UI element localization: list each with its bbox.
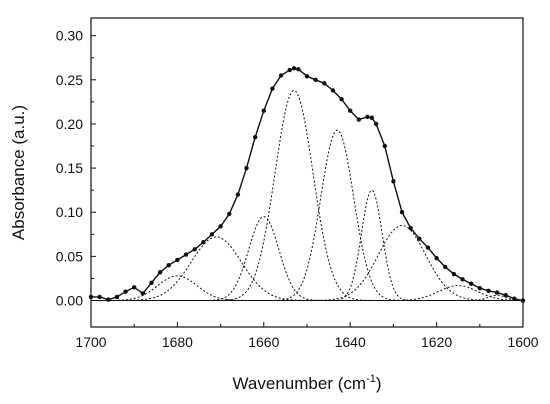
- measured-point: [132, 285, 137, 290]
- measured-point: [183, 252, 189, 257]
- measured-point: [304, 74, 310, 79]
- measured-point: [417, 236, 422, 241]
- measured-point: [369, 115, 374, 120]
- x-axis-title-main: Wavenumber (cm: [233, 374, 367, 393]
- fitted-band-5: [272, 129, 403, 301]
- measured-point: [322, 81, 327, 86]
- measured-point: [218, 224, 223, 229]
- fitted-band-3: [203, 216, 325, 301]
- measured-point: [123, 289, 128, 294]
- measured-point: [451, 271, 457, 277]
- y-tick-label: 0.15: [56, 160, 83, 176]
- measured-point: [287, 67, 292, 73]
- x-tick-label: 1640: [335, 334, 366, 350]
- measured-point: [460, 277, 465, 282]
- measured-spectrum-line: [91, 67, 524, 302]
- measured-point: [313, 77, 318, 83]
- y-tick-label: 0.20: [56, 116, 83, 132]
- measured-point: [157, 270, 163, 275]
- measured-point: [201, 240, 206, 245]
- measured-spectrum-layer: [88, 66, 526, 303]
- measured-point: [106, 297, 111, 302]
- measured-point: [356, 117, 362, 122]
- measured-point: [434, 255, 439, 261]
- measured-point: [408, 225, 413, 231]
- measured-point: [494, 290, 500, 295]
- axes-layer: 1700 1680 1660 1640 1620 1600 0.00 0.05 0.10 0.15…: [56, 17, 539, 350]
- measured-point: [244, 165, 249, 171]
- measured-point: [114, 294, 120, 300]
- x-axis-title-superscript: -1: [366, 373, 376, 385]
- measured-point: [270, 86, 275, 91]
- measured-point: [382, 143, 387, 149]
- measured-point: [291, 66, 297, 71]
- measured-point: [261, 108, 266, 113]
- measured-point: [486, 288, 491, 293]
- measured-point: [330, 88, 336, 93]
- measured-point: [192, 247, 197, 252]
- measured-point: [503, 293, 508, 298]
- measured-point: [296, 67, 301, 72]
- x-tick-label: 1600: [507, 334, 538, 350]
- y-axis-title: Absorbance (a.u.): [9, 105, 28, 240]
- x-axis-title-suffix: ): [376, 374, 382, 393]
- x-axis-title: Wavenumber (cm-1): [233, 373, 382, 393]
- y-tick-label: 0.25: [56, 72, 83, 88]
- y-tick-label: 0.30: [56, 28, 83, 44]
- measured-point: [468, 281, 474, 286]
- measured-point: [149, 280, 154, 286]
- measured-point: [443, 264, 448, 270]
- measured-point: [175, 257, 180, 263]
- y-tick-label: 0.05: [56, 248, 83, 264]
- measured-point: [391, 179, 396, 184]
- measured-point: [97, 294, 102, 300]
- measured-point: [373, 121, 379, 127]
- y-tick-label: 0.10: [56, 204, 83, 220]
- measured-point: [348, 108, 353, 113]
- measured-point: [209, 232, 215, 237]
- x-tick-label: 1620: [421, 334, 452, 350]
- y-tick-label: 0.00: [56, 293, 83, 309]
- measured-point: [166, 263, 171, 268]
- measured-point: [235, 192, 241, 197]
- measured-point: [140, 291, 146, 296]
- x-tick-label: 1660: [248, 334, 279, 350]
- measured-point: [227, 211, 232, 217]
- measured-point: [512, 296, 517, 301]
- plot-frame: [90, 17, 524, 328]
- fitted-band-2: [116, 236, 317, 301]
- fitted-bands-layer: [99, 89, 524, 302]
- measured-point: [278, 73, 284, 78]
- fitted-band-7: [306, 224, 498, 301]
- measured-point: [425, 245, 431, 250]
- measured-point: [252, 134, 258, 140]
- measured-point: [477, 285, 482, 291]
- x-tick-label: 1680: [162, 334, 193, 350]
- fitted-band-4: [218, 89, 371, 301]
- measured-point: [339, 97, 344, 102]
- fitted-band-8: [380, 285, 524, 302]
- measured-point: [365, 114, 370, 120]
- fitted-band-1: [99, 275, 256, 302]
- measured-point: [399, 210, 405, 215]
- x-tick-label: 1700: [75, 334, 106, 350]
